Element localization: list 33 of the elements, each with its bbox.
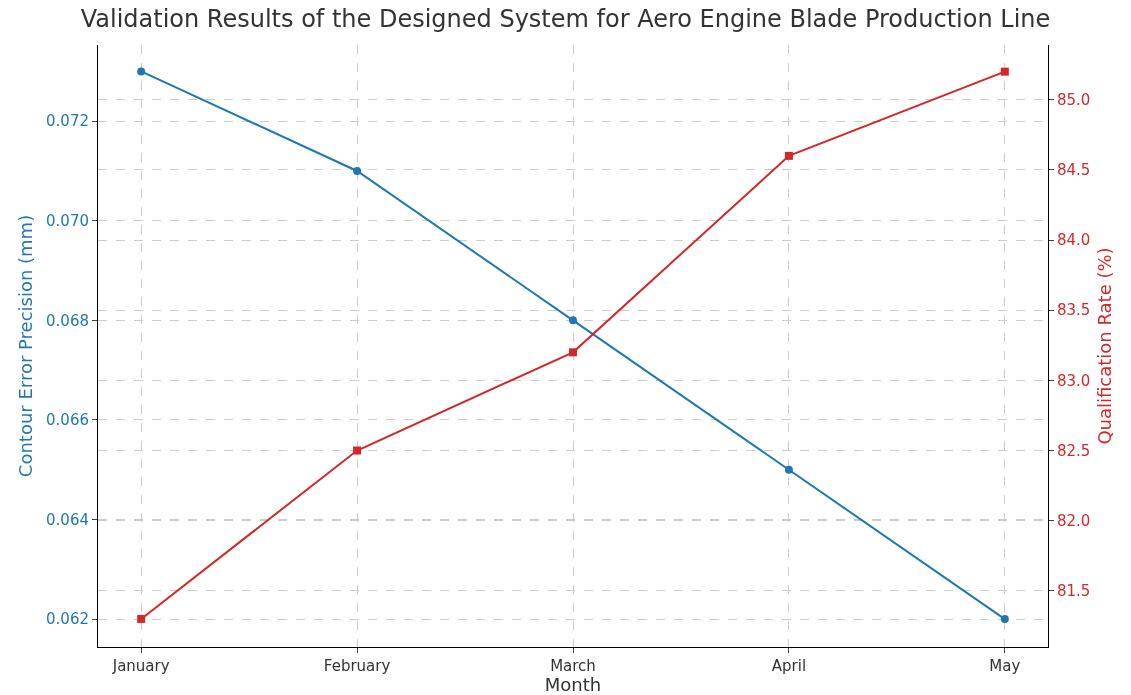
point bbox=[353, 446, 362, 455]
point bbox=[1000, 615, 1009, 624]
x-tick-label: May bbox=[989, 657, 1021, 675]
x-axis-title: Month bbox=[544, 674, 602, 695]
point bbox=[569, 316, 577, 325]
y2-tick-label: 82.0 bbox=[1057, 511, 1091, 530]
point bbox=[137, 614, 146, 623]
x-tick-label: January bbox=[111, 657, 170, 675]
y-tick-label: 0.064 bbox=[46, 510, 89, 529]
y2-axis-title: Qualification Rate (%) bbox=[1093, 247, 1115, 445]
y-axis-title: Contour Error Precision (mm) bbox=[15, 214, 37, 478]
x-tick-label: March bbox=[550, 657, 596, 675]
point bbox=[569, 348, 577, 357]
x-tick-label: April bbox=[771, 657, 807, 675]
y2-tick-label: 83.5 bbox=[1057, 301, 1091, 320]
y-tick-label: 0.062 bbox=[46, 610, 89, 629]
y2-tick-label: 85.0 bbox=[1057, 90, 1091, 109]
chart-title: Validation Results of the Designed System for Aero Engine Blade Production Line bbox=[80, 5, 1051, 34]
y-tick-label: 0.070 bbox=[46, 212, 89, 231]
y2-tick-label: 84.5 bbox=[1057, 161, 1091, 180]
y2-tick-label: 82.5 bbox=[1057, 441, 1091, 460]
y-tick-label: 0.072 bbox=[46, 112, 89, 131]
point bbox=[784, 151, 793, 160]
x-tick-label: February bbox=[323, 657, 391, 675]
y2-tick-label: 84.0 bbox=[1057, 231, 1091, 250]
point bbox=[137, 67, 146, 76]
point bbox=[353, 166, 362, 175]
y2-tick-label: 83.0 bbox=[1057, 371, 1091, 390]
y-tick-label: 0.068 bbox=[46, 311, 89, 330]
point bbox=[784, 465, 793, 474]
point bbox=[1000, 67, 1009, 76]
y-tick-label: 0.066 bbox=[46, 411, 89, 430]
y2-tick-label: 81.5 bbox=[1057, 582, 1091, 601]
